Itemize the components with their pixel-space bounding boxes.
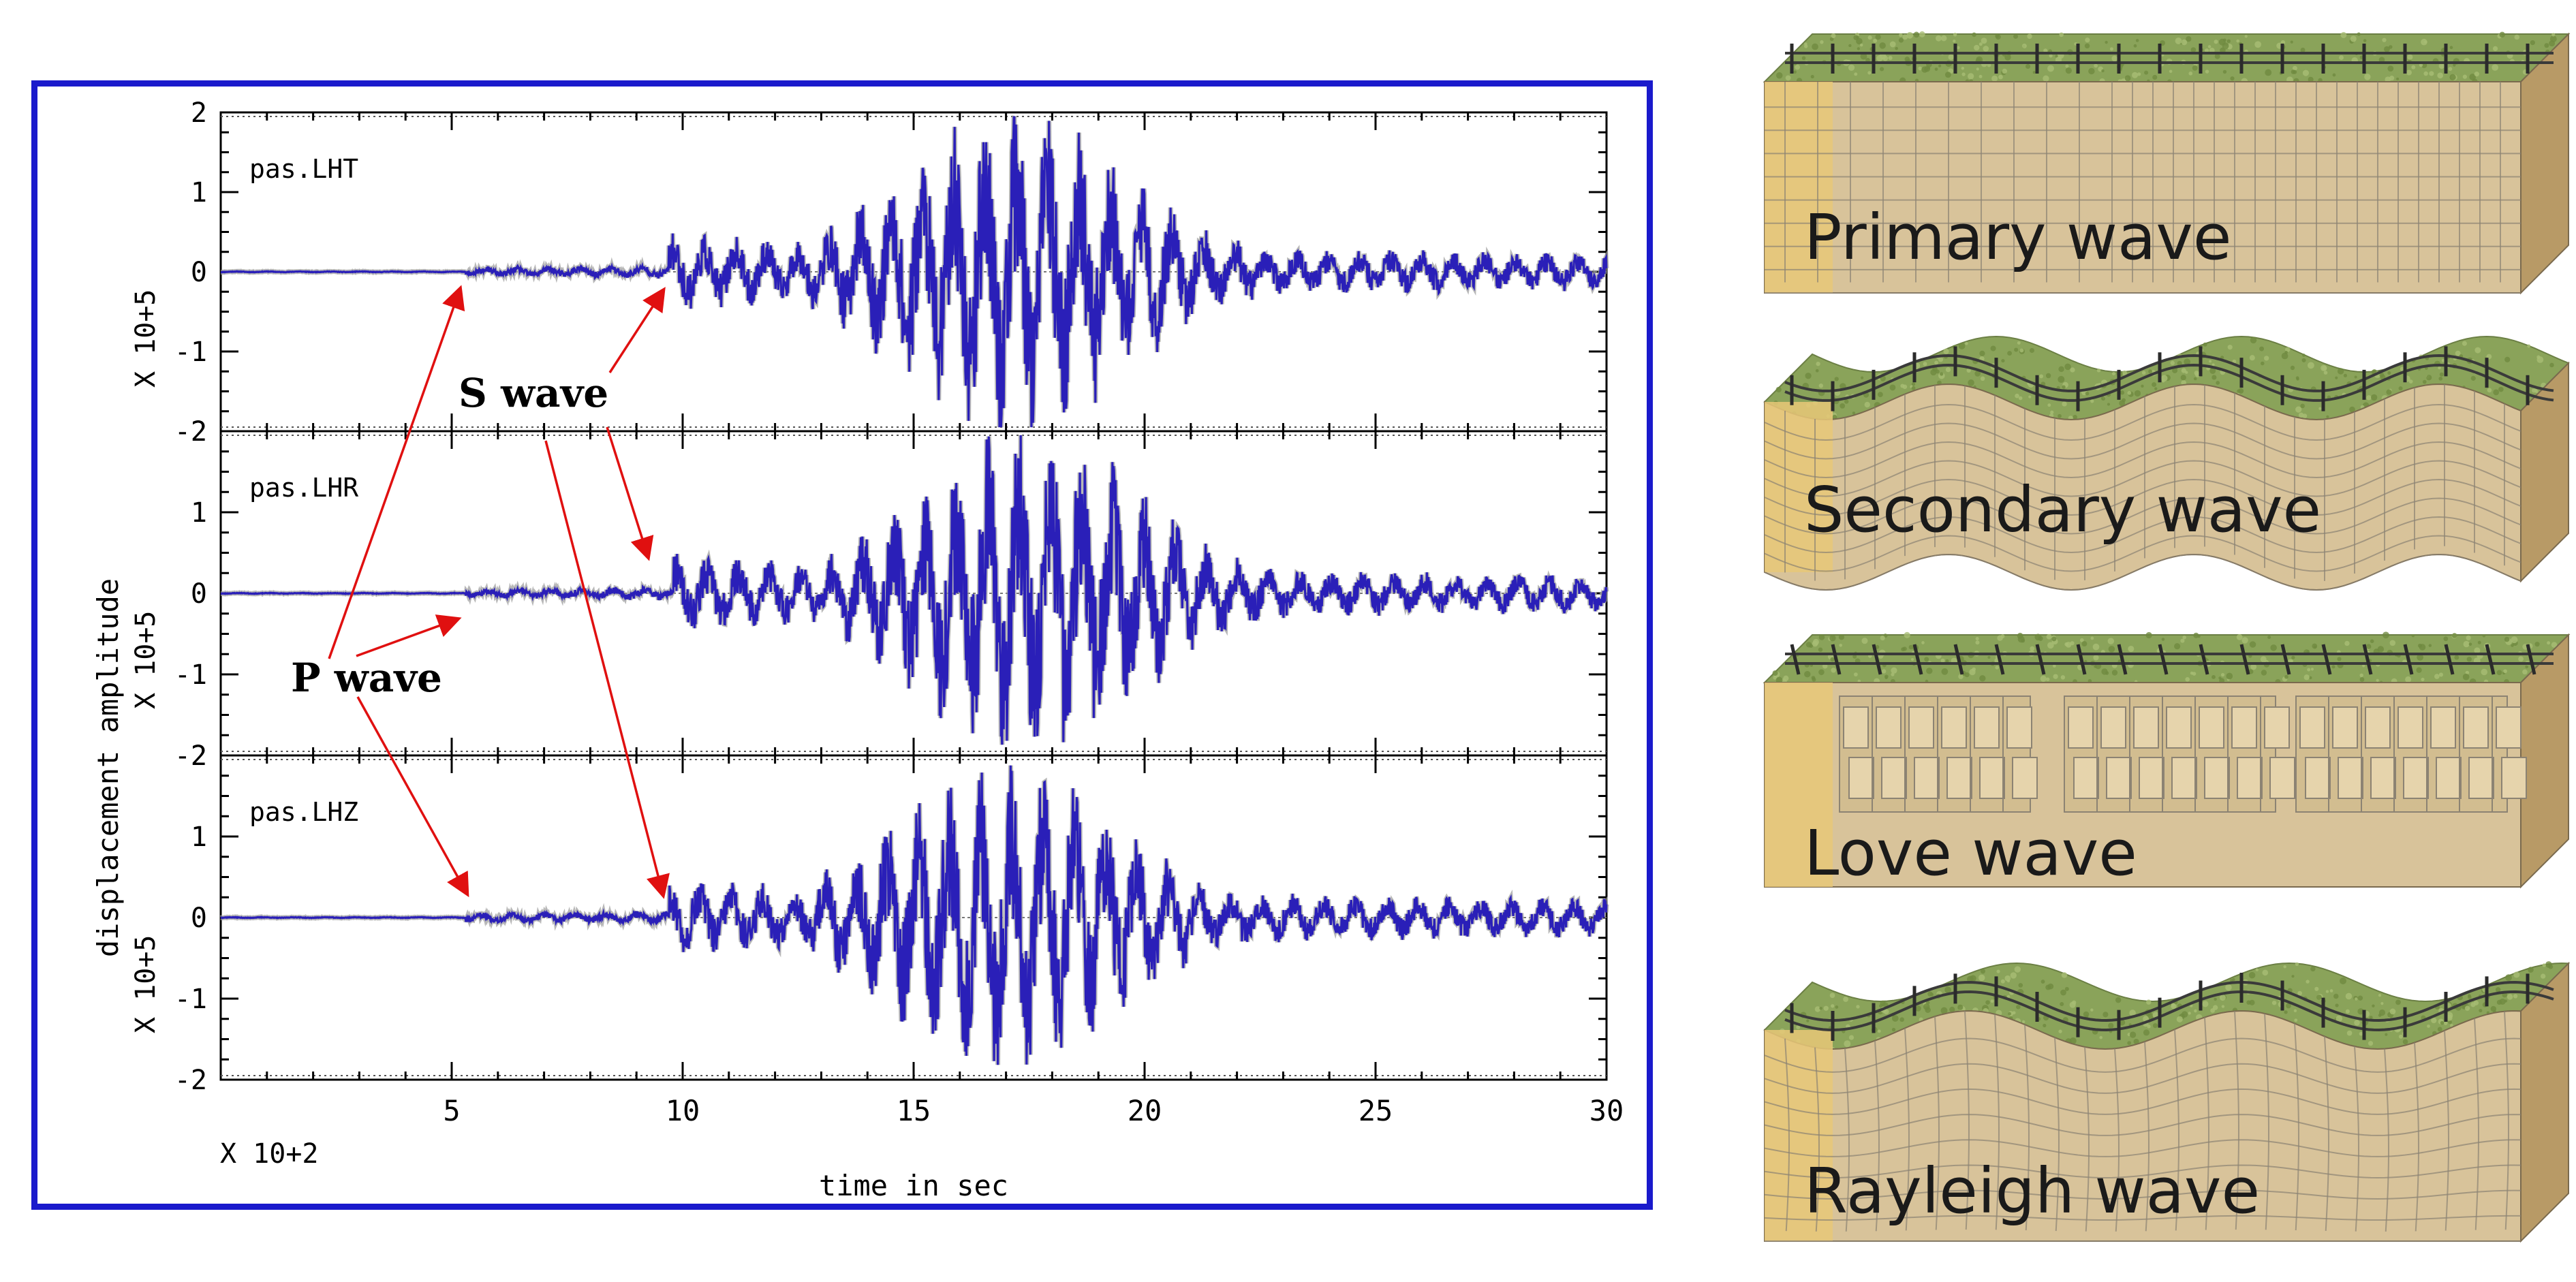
- x-tick-label: 5: [443, 1094, 460, 1127]
- wave-block-secondary: Secondary wave: [1763, 335, 2570, 591]
- x-axis-label: time in sec: [819, 1169, 1008, 1202]
- waveform-line: [221, 116, 1608, 428]
- x-tick-label: 10: [666, 1094, 700, 1127]
- p-arrow-bottom: [356, 696, 469, 898]
- y-tick-label: 0: [191, 578, 207, 610]
- station-label: pas.LHZ: [249, 797, 358, 827]
- wave-block-label: Secondary wave: [1804, 473, 2321, 546]
- wave-block-primary: Primary wave: [1763, 31, 2571, 295]
- y-tick-label: 1: [191, 177, 207, 208]
- p-wave-annotation: P wave: [291, 655, 442, 701]
- y-tick-label: -2: [174, 1065, 207, 1096]
- x-tick-label: 15: [897, 1094, 931, 1127]
- y-axis-label: displacement amplitude: [91, 578, 125, 957]
- x-multiplier: X 10+2: [220, 1138, 319, 1170]
- y-multiplier: X 10+5: [130, 935, 161, 1034]
- seismogram-panel: -2 -1 0 1 2 X 10+5 pas.LHT -2 -1 0 1 2 X 10+5 pas.LHR…: [31, 80, 1653, 1210]
- p-arrow-top: [328, 285, 465, 659]
- s-arrow-mid: [606, 426, 654, 561]
- y-multiplier: X 10+5: [130, 611, 161, 710]
- x-tick-label: 20: [1128, 1094, 1162, 1127]
- wave-block-love: Love wave: [1763, 631, 2571, 890]
- station-label: pas.LHR: [249, 473, 358, 503]
- s-wave-annotation: S wave: [459, 370, 608, 416]
- s-arrow-top: [608, 287, 666, 373]
- y-tick-label: 1: [191, 822, 207, 853]
- y-tick-label: -1: [174, 659, 207, 691]
- y-tick-label: -1: [174, 337, 207, 368]
- waveform-line: [220, 765, 1608, 1065]
- y-tick-label: -2: [174, 740, 207, 772]
- y-tick-label: 2: [191, 416, 207, 448]
- wave-block-rayleigh: Rayleigh wave: [1763, 961, 2571, 1243]
- station-label: pas.LHT: [249, 154, 358, 184]
- x-tick-label: 30: [1589, 1094, 1624, 1127]
- p-arrow-mid: [356, 614, 462, 657]
- y-tick-label: 2: [191, 740, 207, 772]
- s-arrow-bottom: [544, 440, 670, 899]
- y-multiplier: X 10+5: [130, 290, 161, 388]
- y-tick-label: 0: [191, 903, 207, 934]
- wave-block-label: Primary wave: [1804, 201, 2231, 274]
- waveform-line: [221, 435, 1608, 745]
- wave-type-illustrations: Primary wave Secondary wave Love wave Rayle…: [1744, 0, 2576, 1282]
- x-tick-label: 25: [1359, 1094, 1393, 1127]
- y-tick-label: -2: [174, 416, 207, 448]
- y-tick-label: 0: [191, 257, 207, 288]
- y-tick-label: 1: [191, 497, 207, 529]
- wave-block-label: Rayleigh wave: [1804, 1155, 2260, 1228]
- seismogram-chart: -2 -1 0 1 2 X 10+5 pas.LHT -2 -1 0 1 2 X 10+5 pas.LHR…: [91, 97, 1624, 1202]
- seismogram-trace-pas.LHZ: -2 -1 0 1 2 X 10+5 pas.LHZ: [130, 740, 1609, 1096]
- seismogram-trace-pas.LHT: -2 -1 0 1 2 X 10+5 pas.LHT: [130, 97, 1609, 448]
- y-tick-label: -1: [174, 984, 207, 1015]
- wave-block-label: Love wave: [1804, 817, 2137, 890]
- y-tick-label: 2: [191, 97, 207, 129]
